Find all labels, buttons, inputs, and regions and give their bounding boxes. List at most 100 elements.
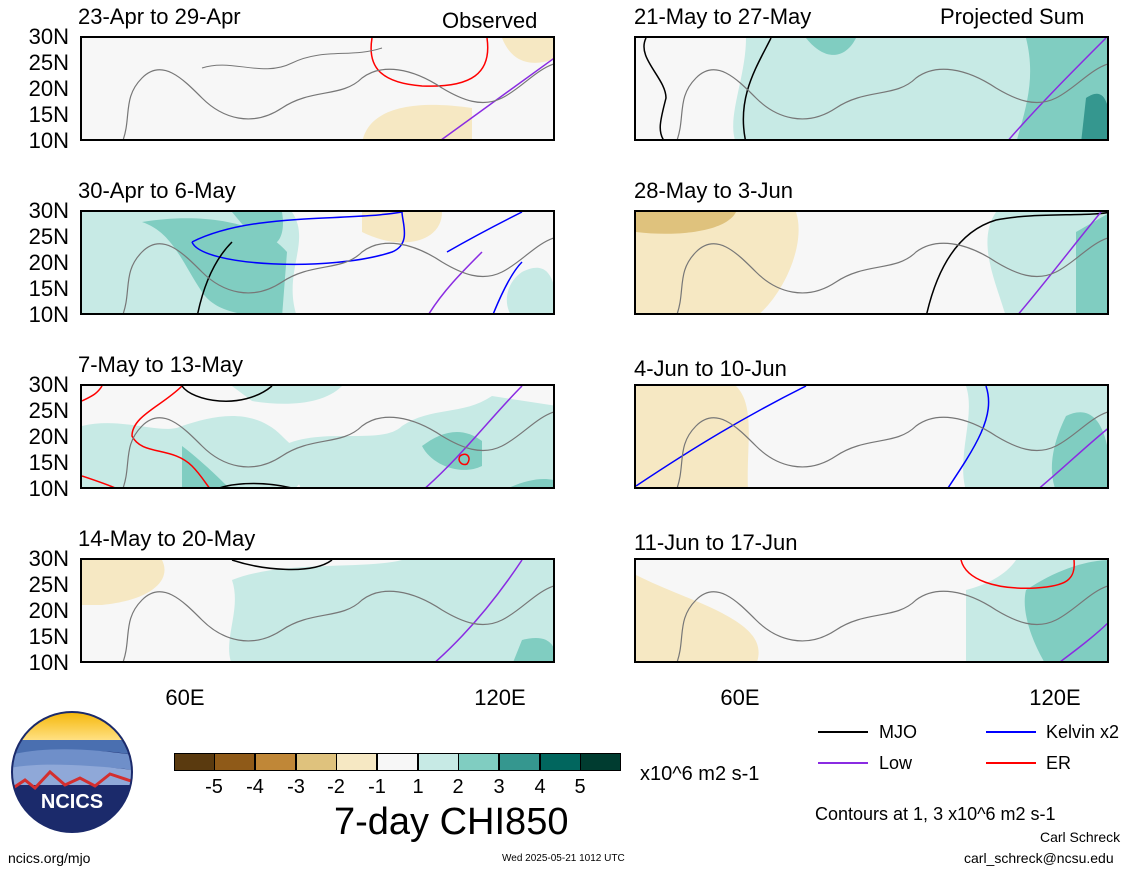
dry-anomaly-region bbox=[502, 38, 553, 63]
timestamp: Wed 2025-05-21 1012 UTC bbox=[502, 853, 625, 864]
wet-anomaly-region bbox=[1076, 214, 1107, 313]
wet-anomaly-region bbox=[82, 416, 308, 487]
lat-label: 10N bbox=[28, 128, 69, 153]
dry-anomaly-region bbox=[636, 212, 736, 234]
map-panel-left-2 bbox=[80, 210, 555, 315]
lat-label: 15N bbox=[28, 624, 69, 649]
colorbar-swatch bbox=[499, 753, 540, 771]
anomaly-map bbox=[122, 38, 553, 139]
lon-label: 120E bbox=[1029, 685, 1081, 710]
coastline bbox=[122, 63, 553, 139]
lat-label: 20N bbox=[28, 76, 69, 101]
wet-anomaly-region bbox=[1081, 93, 1107, 139]
wet-anomaly-region bbox=[513, 638, 553, 661]
wet-anomaly-region bbox=[1024, 560, 1107, 661]
low-contour bbox=[435, 560, 523, 661]
kelvin-contour bbox=[492, 261, 523, 313]
dry-anomaly-region bbox=[363, 105, 472, 139]
author-name: Carl Schreck bbox=[1040, 829, 1121, 845]
anomaly-map bbox=[636, 386, 1107, 487]
map-panel-left-3 bbox=[80, 384, 555, 489]
lat-label: 30N bbox=[28, 198, 69, 223]
observed-label: Observed bbox=[442, 8, 538, 33]
lon-label: 60E bbox=[720, 685, 760, 710]
panel-title-right-1: 21-May to 27-May bbox=[634, 4, 812, 29]
anomaly-map bbox=[82, 386, 553, 487]
colorbar-tick: 5 bbox=[574, 776, 586, 798]
er-contour bbox=[458, 453, 470, 466]
anomaly-map bbox=[643, 38, 1107, 139]
wet-anomaly-region bbox=[422, 431, 482, 470]
lat-label: 15N bbox=[28, 450, 69, 475]
coastline bbox=[676, 237, 1107, 313]
lat-label: 10N bbox=[28, 302, 69, 327]
wet-anomaly-region bbox=[229, 560, 553, 661]
legend-swatch-er bbox=[986, 762, 1036, 764]
colorbar-swatch bbox=[255, 753, 296, 771]
er-contour bbox=[370, 38, 489, 87]
colorbar-tick: -2 bbox=[327, 776, 345, 798]
panel-title-left-3: 7-May to 13-May bbox=[78, 352, 244, 377]
coastline bbox=[676, 63, 1107, 139]
lat-label: 30N bbox=[28, 372, 69, 397]
kelvin-contour bbox=[446, 212, 523, 253]
site-link[interactable]: ncics.org/mjo bbox=[8, 850, 91, 866]
low-contour bbox=[425, 386, 523, 487]
colorbar-swatch bbox=[458, 753, 499, 771]
lat-label: 15N bbox=[28, 102, 69, 127]
map-panel-left-4 bbox=[80, 558, 555, 663]
lat-label: 30N bbox=[28, 546, 69, 571]
low-contour bbox=[1008, 38, 1107, 139]
map-panel-right-4 bbox=[634, 558, 1109, 663]
low-contour bbox=[1039, 428, 1107, 487]
map-panel-right-3 bbox=[634, 384, 1109, 489]
wet-anomaly-region bbox=[1051, 412, 1107, 487]
colorbar-swatch bbox=[377, 753, 418, 771]
colorbar-tick: -3 bbox=[287, 776, 305, 798]
lat-label: 25N bbox=[28, 572, 69, 597]
wet-anomaly-region bbox=[806, 38, 856, 55]
wet-anomaly-region bbox=[182, 446, 228, 487]
coastline bbox=[676, 585, 1107, 661]
panel-title-right-4: 11-Jun to 17-Jun bbox=[634, 530, 798, 555]
coastline bbox=[122, 411, 553, 487]
dry-anomaly-region bbox=[636, 212, 799, 313]
mjo-contour bbox=[643, 38, 667, 139]
mjo-contour bbox=[742, 38, 772, 139]
colorbar-title: 7-day CHI850 bbox=[334, 801, 569, 843]
dry-anomaly-region bbox=[82, 560, 165, 605]
map-panel-right-1 bbox=[634, 36, 1109, 141]
dry-anomaly-region bbox=[362, 212, 442, 243]
legend-swatch-kelvin bbox=[986, 731, 1036, 733]
lat-label: 15N bbox=[28, 276, 69, 301]
lat-label: 30N bbox=[28, 24, 69, 49]
legend-label-low: Low bbox=[879, 753, 913, 773]
coastline bbox=[122, 585, 553, 661]
er-contour bbox=[960, 560, 1075, 589]
kelvin-contour bbox=[636, 386, 807, 487]
panel-title-left-2: 30-Apr to 6-May bbox=[78, 178, 236, 203]
colorbar-tick: -5 bbox=[205, 776, 223, 798]
legend-swatch-mjo bbox=[818, 731, 868, 733]
lat-label: 10N bbox=[28, 650, 69, 675]
er-contour bbox=[82, 386, 103, 402]
panel-title-left-1: 23-Apr to 29-Apr bbox=[78, 4, 241, 29]
anomaly-map bbox=[636, 212, 1107, 313]
coastline bbox=[676, 411, 1107, 487]
er-contour bbox=[82, 475, 115, 487]
colorbar-tick: 1 bbox=[412, 776, 424, 798]
colorbar-swatch bbox=[214, 753, 255, 771]
wet-anomaly-region bbox=[510, 479, 553, 487]
lat-label: 25N bbox=[28, 224, 69, 249]
lat-label: 25N bbox=[28, 50, 69, 75]
mjo-contour bbox=[181, 386, 273, 402]
kelvin-contour bbox=[191, 212, 406, 266]
legend-swatch-low bbox=[818, 762, 868, 764]
low-contour bbox=[1018, 212, 1102, 313]
legend-label-kelvin: Kelvin x2 bbox=[1046, 722, 1120, 742]
colorbar-swatch bbox=[296, 753, 337, 771]
low-contour bbox=[441, 58, 553, 139]
border-line bbox=[201, 47, 383, 70]
low-contour bbox=[428, 251, 483, 313]
ncics-logo: NCICS bbox=[10, 710, 134, 834]
